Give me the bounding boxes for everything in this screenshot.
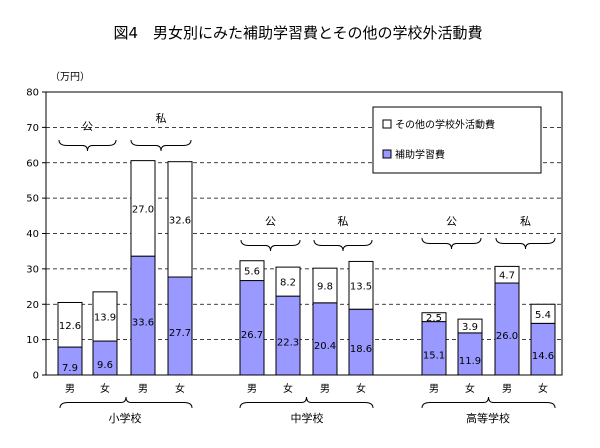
y-tick-label: 50 [26, 194, 39, 205]
data-label: 13.5 [350, 281, 372, 292]
y-tick-label: 40 [26, 229, 39, 240]
bar-segment-hojo [130, 255, 156, 376]
group-brace [59, 396, 193, 409]
bar-segment-other [92, 291, 118, 342]
category-label: 女 [356, 382, 366, 395]
bar-segment-hojo [457, 332, 483, 376]
bar-segment-hojo [312, 302, 338, 376]
subgroup-brace [313, 239, 373, 252]
data-label: 13.9 [94, 312, 116, 323]
category-label: 男 [502, 383, 512, 395]
legend-box [372, 106, 542, 174]
subgroup-label: 公 [446, 215, 457, 228]
group-brace [239, 396, 374, 409]
data-label: 22.3 [277, 338, 299, 349]
data-label: 9.6 [97, 360, 113, 371]
legend-label: 補助学習費 [395, 148, 445, 161]
bar-segment-hojo [530, 322, 556, 376]
subgroup-label: 私 [156, 112, 167, 125]
bar-segment-hojo [167, 276, 193, 376]
category-label: 女 [283, 382, 293, 395]
y-tick-label: 60 [26, 158, 39, 169]
bar-segment-other [457, 318, 483, 334]
data-label: 11.9 [459, 356, 481, 367]
bar-segment-other [239, 260, 265, 282]
bar-segment-other [130, 160, 156, 257]
group-brace [421, 396, 556, 409]
y-tick-label: 20 [26, 300, 39, 311]
y-tick-label: 70 [26, 123, 39, 134]
data-label: 33.6 [132, 318, 154, 329]
data-label: 32.6 [169, 215, 191, 226]
legend-swatch [382, 119, 392, 129]
data-label: 12.6 [59, 321, 81, 332]
data-label: 4.7 [499, 271, 515, 282]
data-label: 20.4 [314, 341, 336, 352]
data-label: 8.2 [280, 278, 296, 289]
category-label: 男 [429, 383, 439, 395]
data-label: 5.6 [244, 267, 260, 278]
subgroup-brace [58, 139, 117, 152]
bar-segment-other [348, 260, 374, 310]
legend-swatch [382, 149, 392, 159]
subgroup-label: 私 [338, 215, 349, 228]
data-label: 2.5 [426, 313, 442, 324]
data-label: 27.7 [169, 328, 191, 339]
y-tick-label: 0 [33, 371, 39, 382]
category-label: 女 [465, 382, 475, 395]
legend-label: その他の学校外活動費 [395, 118, 495, 131]
category-label: 男 [65, 383, 75, 395]
subgroup-brace [240, 239, 301, 252]
subgroup-label: 公 [265, 215, 276, 228]
bar-segment-hojo [57, 346, 83, 376]
category-label: 女 [538, 382, 548, 395]
data-label: 3.9 [462, 322, 478, 333]
subgroup-brace [130, 139, 192, 152]
data-label: 9.8 [317, 282, 333, 293]
category-label: 男 [320, 383, 330, 395]
bar-segment-other [312, 267, 338, 304]
category-label: 男 [247, 383, 257, 395]
data-label: 27.0 [132, 204, 154, 215]
group-label: 中学校 [291, 411, 324, 425]
data-label: 26.7 [241, 330, 263, 341]
y-unit-label: （万円） [50, 71, 90, 83]
bar-segment-hojo [421, 321, 447, 376]
bar-segment-other [57, 301, 83, 348]
subgroup-label: 私 [520, 215, 531, 228]
bar-segment-hojo [92, 340, 118, 376]
data-label: 15.1 [423, 350, 445, 361]
bars-layer: 7.9 12.6 9.6 13.9 33.6 27.0 27.7 32.6 26.7 5.6 22.… [57, 160, 556, 376]
bar-segment-other [275, 266, 301, 297]
category-label: 男 [138, 383, 148, 395]
bar-segment-other [530, 303, 556, 324]
y-tick-label: 30 [26, 264, 39, 275]
data-label: 7.9 [62, 363, 78, 374]
bar-segment-other [494, 265, 520, 284]
category-label: 女 [175, 382, 185, 395]
subgroup-brace [421, 237, 482, 250]
data-label: 18.6 [350, 344, 372, 355]
category-label: 女 [100, 382, 110, 395]
subgroup-label: 公 [82, 120, 93, 133]
group-label: 高等学校 [466, 411, 510, 425]
bar-segment-hojo [275, 295, 301, 376]
chart-title: 図4 男女別にみた補助学習費とその他の学校外活動費 [113, 24, 482, 42]
group-label: 小学校 [109, 411, 142, 425]
y-tick-label: 80 [26, 88, 39, 99]
annotation-layer: 男女男女男女男女男女男女公私公私公私小学校 中学校 高等学校 [58, 112, 556, 425]
y-tick-label: 10 [26, 335, 39, 346]
data-label: 14.6 [532, 351, 554, 362]
bar-segment-hojo [494, 282, 520, 376]
bar-segment-hojo [348, 308, 374, 376]
data-label: 26.0 [496, 331, 518, 342]
data-label: 5.4 [535, 310, 551, 321]
subgroup-brace [495, 237, 556, 250]
bar-segment-other [167, 161, 193, 278]
bar-segment-hojo [239, 280, 265, 376]
bar-segment-other [421, 312, 447, 323]
